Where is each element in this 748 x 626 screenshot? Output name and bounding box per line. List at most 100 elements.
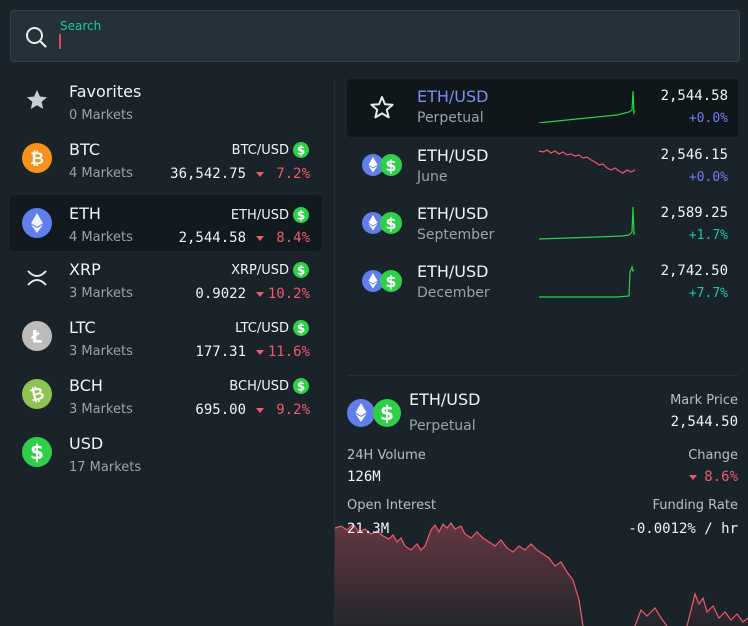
usd-badge-icon: $ xyxy=(293,378,309,394)
svg-text:$: $ xyxy=(297,209,305,223)
market-type: December xyxy=(417,285,490,301)
bitcoin-icon: ₿ xyxy=(22,143,52,173)
asset-item-eth[interactable]: ETH 4 Markets ETH/USD $ 2,544.58 8.4% xyxy=(10,195,322,251)
market-item-june[interactable]: $ ETH/USD June 2,546.15 +0.0% xyxy=(347,138,738,196)
svg-text:$: $ xyxy=(385,272,396,291)
eth-usd-pair-icon: $ xyxy=(362,154,402,176)
usd-badge-icon: $ xyxy=(293,262,309,278)
funding-rate-value: -0.0012% / hr xyxy=(628,521,738,537)
asset-change: 10.2% xyxy=(267,286,310,302)
svg-text:$: $ xyxy=(380,401,394,425)
market-item-perpetual[interactable]: ETH/USD Perpetual 2,544.58 +0.0% xyxy=(347,79,738,137)
svg-text:$: $ xyxy=(297,264,305,278)
asset-name: ETH xyxy=(69,204,101,223)
eth-usd-pair-icon: $ xyxy=(362,270,402,292)
asset-market-count: 3 Markets xyxy=(69,286,133,301)
asset-market-count: 0 Markets xyxy=(69,108,133,123)
market-name: ETH/USD xyxy=(417,146,489,165)
star-icon xyxy=(27,90,47,109)
bitcoin-cash-icon: ₿ xyxy=(22,379,52,409)
svg-text:$: $ xyxy=(385,156,396,175)
svg-text:$: $ xyxy=(297,322,305,336)
asset-price: 0.9022 xyxy=(195,286,246,302)
svg-text:$: $ xyxy=(30,440,44,464)
asset-name: BTC xyxy=(69,140,100,159)
asset-name: BCH xyxy=(69,376,103,395)
detail-market-type: Perpetual xyxy=(409,418,476,434)
search-input[interactable] xyxy=(59,36,719,54)
eth-usd-pair-icon: $ xyxy=(362,212,402,234)
asset-item-xrp[interactable]: XRP 3 Markets XRP/USD $ 0.9022 10.2% xyxy=(10,250,322,306)
market-price: 2,742.50 xyxy=(660,263,728,279)
asset-item-btc[interactable]: ₿ BTC 4 Markets BTC/USD $ 36,542.75 7.2% xyxy=(10,130,322,186)
down-arrow-icon xyxy=(256,172,264,177)
asset-change: 11.6% xyxy=(267,344,310,360)
asset-market-count: 17 Markets xyxy=(69,460,142,475)
price-history-chart xyxy=(335,521,748,626)
asset-item-bch[interactable]: ₿ BCH 3 Markets BCH/USD $ 695.00 9.2% xyxy=(10,366,322,422)
search-icon xyxy=(26,27,47,48)
change-value: 8.6% xyxy=(704,469,738,485)
market-change: +7.7% xyxy=(688,286,728,301)
svg-text:$: $ xyxy=(297,144,305,158)
asset-pair: XRP/USD xyxy=(231,263,289,278)
eth-usd-pair-icon: $ xyxy=(347,399,401,427)
asset-pair: BTC/USD xyxy=(231,143,289,158)
open-interest-value: 21.3M xyxy=(347,521,390,537)
funding-rate-label: Funding Rate xyxy=(652,498,738,513)
panel-divider xyxy=(334,80,335,626)
sparkline-chart xyxy=(538,206,636,240)
usd-badge-icon: $ xyxy=(293,207,309,223)
asset-market-count: 3 Markets xyxy=(69,344,133,359)
asset-price: 36,542.75 xyxy=(170,166,246,182)
down-arrow-icon xyxy=(256,408,264,413)
ethereum-icon xyxy=(22,208,52,238)
market-item-december[interactable]: $ ETH/USD December 2,742.50 +7.7% xyxy=(347,254,738,312)
asset-item-usd[interactable]: $ USD 17 Markets xyxy=(10,424,322,480)
dollar-icon: $ xyxy=(22,437,52,467)
mark-price-value: 2,544.50 xyxy=(670,414,738,430)
asset-change: 7.2% xyxy=(276,166,310,182)
asset-market-count: 4 Markets xyxy=(69,166,133,181)
sparkline-chart xyxy=(538,90,636,123)
asset-item-favorites[interactable]: Favorites 0 Markets xyxy=(10,72,322,128)
favorite-star-icon[interactable] xyxy=(367,93,397,123)
open-interest-label: Open Interest xyxy=(347,498,436,513)
svg-text:$: $ xyxy=(385,214,396,233)
asset-change: 9.2% xyxy=(276,402,310,418)
asset-price: 2,544.58 xyxy=(178,230,246,246)
change-label: Change xyxy=(688,448,738,463)
asset-change: 8.4% xyxy=(276,230,310,246)
down-arrow-icon xyxy=(256,236,264,241)
asset-name: USD xyxy=(69,434,104,453)
usd-badge-icon: $ xyxy=(293,320,309,336)
market-change: +1.7% xyxy=(688,228,728,243)
market-change: +0.0% xyxy=(688,170,728,185)
text-caret xyxy=(59,34,61,49)
search-bar[interactable]: Search xyxy=(10,10,740,62)
asset-item-ltc[interactable]: Ł LTC 3 Markets LTC/USD $ 177.31 11.6% xyxy=(10,308,322,364)
market-type: Perpetual xyxy=(417,110,484,126)
volume-label: 24H Volume xyxy=(347,448,426,463)
asset-pair: BCH/USD xyxy=(229,379,289,394)
asset-pair: ETH/USD xyxy=(230,208,289,223)
market-name: ETH/USD xyxy=(417,262,489,281)
asset-market-count: 4 Markets xyxy=(69,230,133,245)
svg-text:Ł: Ł xyxy=(31,328,43,348)
detail-market-name: ETH/USD xyxy=(409,390,481,409)
litecoin-icon: Ł xyxy=(22,321,52,351)
asset-market-count: 3 Markets xyxy=(69,402,133,417)
market-item-september[interactable]: $ ETH/USD September 2,589.25 +1.7% xyxy=(347,196,738,254)
sparkline-chart xyxy=(538,149,636,174)
asset-name: XRP xyxy=(69,260,101,279)
market-type: September xyxy=(417,227,495,243)
market-type: June xyxy=(417,169,448,185)
down-arrow-icon xyxy=(256,350,264,355)
volume-value: 126M xyxy=(347,469,381,485)
xrp-icon xyxy=(27,270,47,286)
market-price: 2,546.15 xyxy=(660,147,728,163)
asset-price: 695.00 xyxy=(195,402,246,418)
down-arrow-icon xyxy=(256,292,264,297)
sparkline-chart xyxy=(539,265,635,298)
search-label: Search xyxy=(60,19,102,33)
